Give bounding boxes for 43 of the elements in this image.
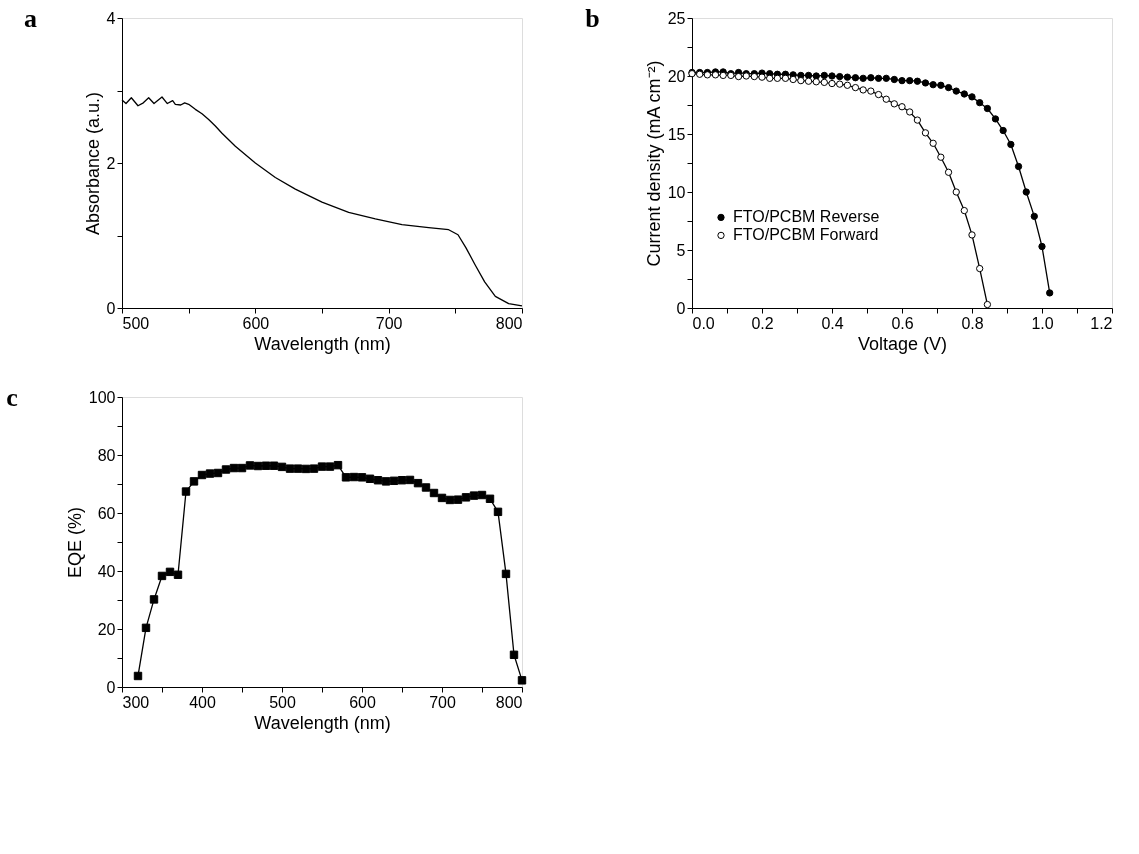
- y-tick-label: 0: [106, 678, 116, 696]
- x-tick-label: 800: [495, 693, 523, 711]
- y-tick-label: 20: [97, 620, 116, 638]
- y-axis-title: Current density (mA cm⁻²): [643, 60, 664, 267]
- x-tick-label: 600: [349, 693, 376, 711]
- x-axis-title: Wavelength (nm): [254, 333, 391, 354]
- legend-label: FTO/PCBM Reverse: [733, 208, 880, 226]
- y-tick-label: 0: [676, 299, 686, 317]
- chart-title: a: [24, 4, 38, 33]
- y-tick-label: 0: [106, 299, 116, 317]
- x-tick-label: 1.0: [1031, 314, 1054, 332]
- x-axis-title: Wavelength (nm): [254, 712, 391, 733]
- y-tick-label: 10: [667, 183, 686, 201]
- x-tick-label: 0.6: [891, 314, 914, 332]
- x-tick-label: 600: [242, 314, 270, 332]
- x-tick-label: 0.2: [751, 314, 774, 332]
- y-tick-label: 4: [106, 9, 116, 27]
- y-tick-label: 5: [676, 241, 686, 259]
- y-tick-label: 80: [97, 446, 116, 464]
- x-tick-label: 0.0: [692, 314, 715, 332]
- x-axis-title: Voltage (V): [857, 333, 948, 354]
- y-tick-label: 25: [667, 9, 686, 27]
- x-tick-label: 1.2: [1090, 314, 1113, 332]
- y-tick-label: 15: [667, 125, 686, 143]
- x-tick-label: 300: [122, 693, 150, 711]
- y-tick-label: 100: [88, 388, 116, 406]
- legend-label: FTO/PCBM Forward: [733, 226, 879, 244]
- y-tick-label: 20: [667, 67, 686, 85]
- y-axis-title: EQE (%): [64, 506, 85, 579]
- x-tick-label: 500: [122, 314, 150, 332]
- x-tick-label: 0.8: [961, 314, 984, 332]
- y-tick-label: 2: [106, 154, 116, 172]
- x-tick-label: 700: [429, 693, 456, 711]
- x-tick-label: 500: [269, 693, 296, 711]
- chart-title: b: [585, 4, 600, 33]
- x-tick-label: 700: [375, 314, 403, 332]
- y-tick-label: 40: [97, 562, 116, 580]
- x-tick-label: 0.4: [821, 314, 844, 332]
- y-tick-label: 60: [97, 504, 116, 522]
- x-tick-label: 800: [495, 314, 523, 332]
- chart-title: c: [6, 383, 18, 412]
- x-tick-label: 400: [189, 693, 216, 711]
- y-axis-title: Absorbance (a.u.): [82, 91, 103, 236]
